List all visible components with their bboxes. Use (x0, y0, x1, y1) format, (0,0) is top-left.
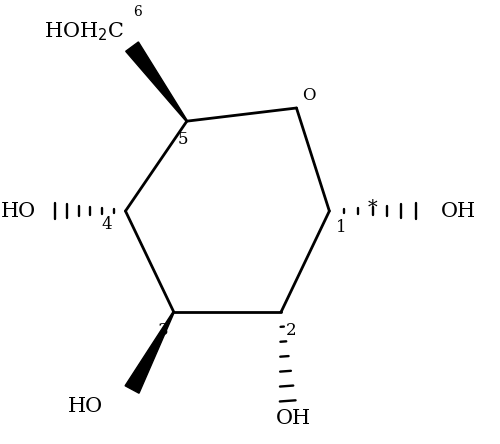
Text: OH: OH (441, 202, 476, 221)
Text: O: O (302, 87, 316, 104)
Text: OH: OH (276, 409, 310, 428)
Polygon shape (126, 42, 188, 122)
Text: 1: 1 (336, 219, 347, 236)
Polygon shape (125, 312, 174, 393)
Text: 4: 4 (102, 216, 113, 233)
Text: HOH$_2$C: HOH$_2$C (44, 20, 124, 43)
Text: 5: 5 (177, 131, 188, 148)
Text: 2: 2 (286, 322, 296, 339)
Text: 3: 3 (158, 322, 168, 339)
Text: *: * (368, 198, 377, 217)
Text: 6: 6 (134, 5, 142, 20)
Text: HO: HO (68, 396, 102, 416)
Text: HO: HO (0, 202, 35, 221)
